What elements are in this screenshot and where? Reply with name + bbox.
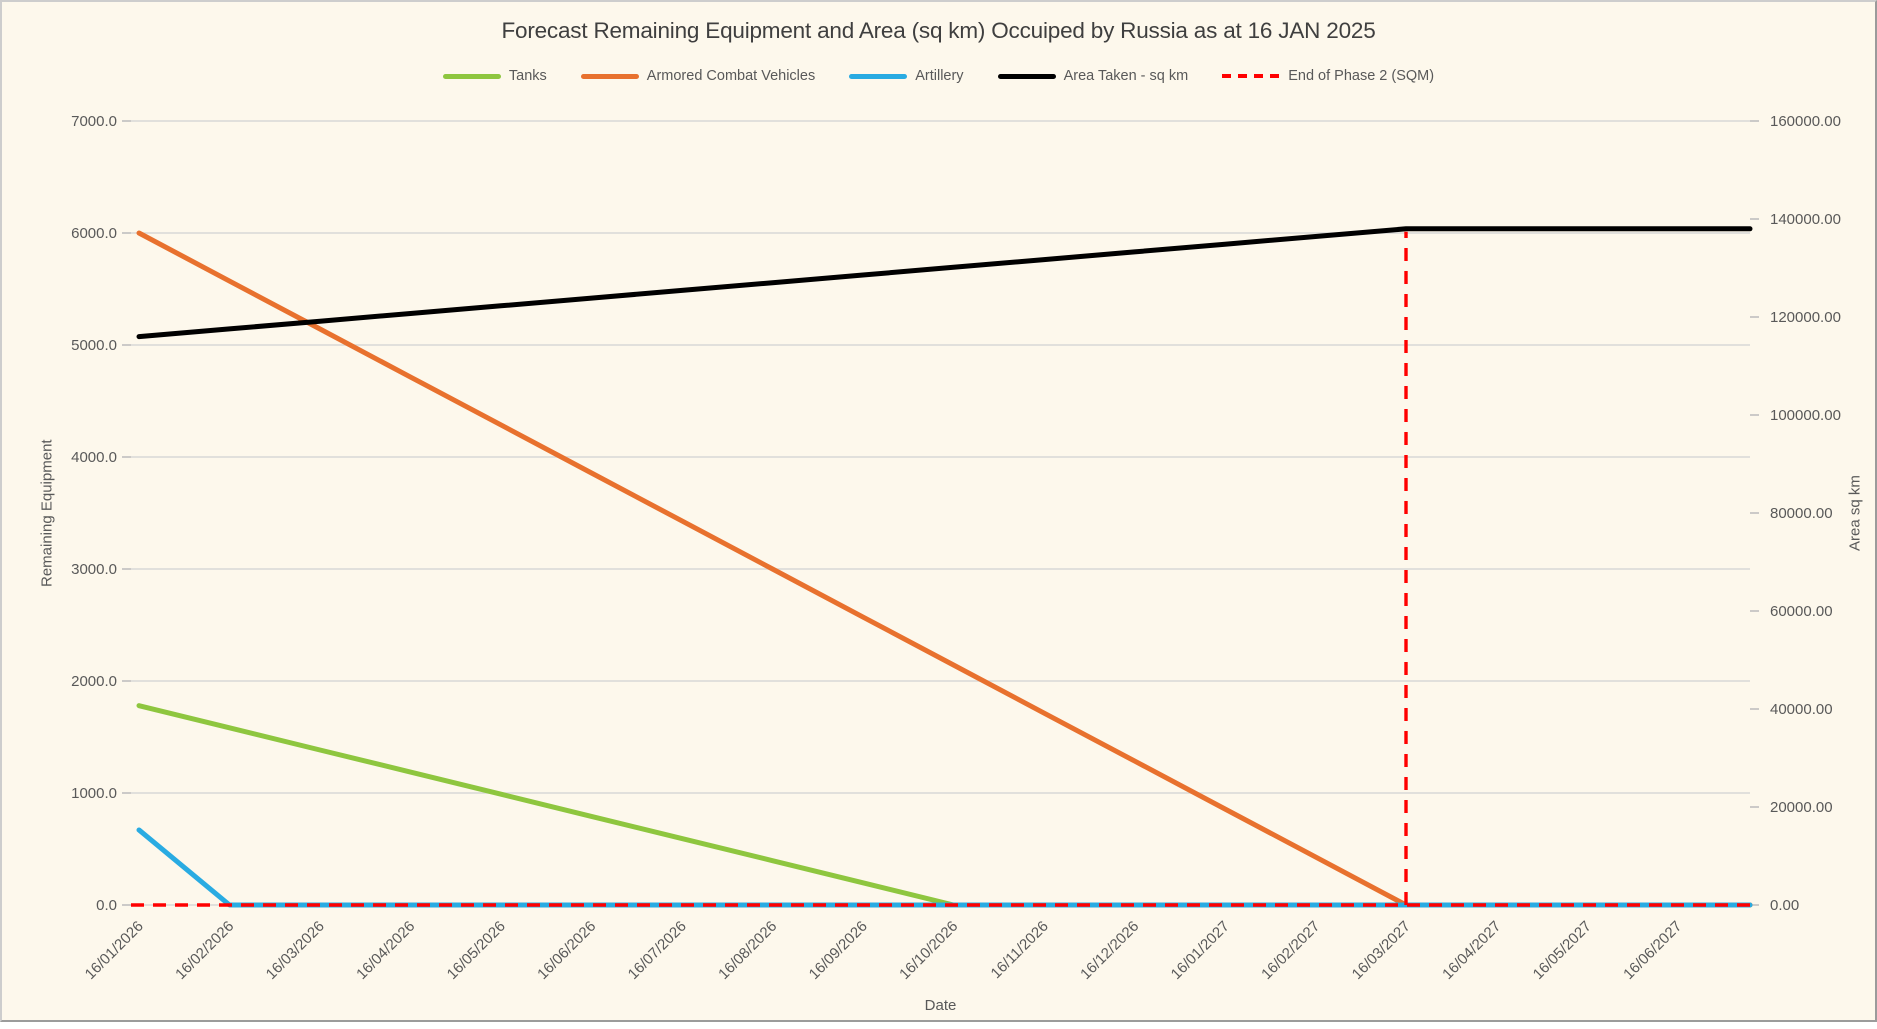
right-tick-label: 120000.00 [1770, 309, 1841, 326]
series-line-tanks [139, 706, 1750, 905]
left-tick-label: 4000.0 [71, 449, 117, 466]
x-tick-label: 16/12/2026 [1077, 918, 1142, 983]
left-tick-label: 1000.0 [71, 785, 117, 802]
x-tick-label: 16/05/2027 [1530, 918, 1595, 983]
series-line-artillery [139, 830, 1750, 905]
x-tick-label: 16/01/2026 [82, 918, 147, 983]
right-tick-label: 0.00 [1770, 897, 1799, 914]
right-tick-label: 60000.00 [1770, 603, 1833, 620]
right-tick-label: 160000.00 [1770, 113, 1841, 130]
x-tick-label: 16/03/2027 [1349, 918, 1414, 983]
right-tick-label: 20000.00 [1770, 799, 1833, 816]
right-tick-label: 40000.00 [1770, 701, 1833, 718]
x-tick-label: 16/02/2026 [172, 918, 237, 983]
x-tick-label: 16/08/2026 [715, 918, 780, 983]
x-tick-label: 16/10/2026 [896, 918, 961, 983]
x-tick-label: 16/11/2026 [988, 918, 1052, 982]
x-tick-label: 16/06/2027 [1620, 918, 1685, 983]
right-tick-label: 140000.00 [1770, 211, 1841, 228]
left-tick-label: 0.0 [96, 897, 117, 914]
x-tick-label: 16/09/2026 [806, 918, 871, 983]
right-tick-label: 100000.00 [1770, 407, 1841, 424]
left-tick-label: 6000.0 [71, 225, 117, 242]
left-tick-label: 2000.0 [71, 673, 117, 690]
series-line-area-taken-sq-km [139, 229, 1750, 337]
x-tick-label: 16/01/2027 [1168, 918, 1233, 983]
left-tick-label: 5000.0 [71, 337, 117, 354]
x-tick-label: 16/05/2026 [444, 918, 509, 983]
x-tick-label: 16/06/2026 [534, 918, 599, 983]
left-tick-label: 7000.0 [71, 113, 117, 130]
x-tick-label: 16/02/2027 [1258, 918, 1323, 983]
right-tick-label: 80000.00 [1770, 505, 1833, 522]
left-tick-label: 3000.0 [71, 561, 117, 578]
x-tick-label: 16/03/2026 [263, 918, 328, 983]
x-tick-label: 16/04/2027 [1439, 918, 1504, 983]
x-tick-label: 16/04/2026 [353, 918, 418, 983]
x-tick-label: 16/07/2026 [625, 918, 690, 983]
